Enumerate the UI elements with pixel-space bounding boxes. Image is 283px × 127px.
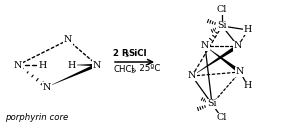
- Text: Cl: Cl: [217, 5, 227, 14]
- Text: H: H: [39, 60, 47, 69]
- Text: CHCl: CHCl: [113, 65, 134, 74]
- Text: H: H: [244, 82, 252, 91]
- Text: N: N: [64, 36, 72, 44]
- Text: N: N: [43, 83, 51, 91]
- Polygon shape: [72, 64, 97, 66]
- Text: Si: Si: [207, 99, 217, 108]
- Text: 3: 3: [125, 52, 129, 58]
- Text: SiCl: SiCl: [128, 49, 147, 58]
- Text: H: H: [244, 26, 252, 35]
- Text: Si: Si: [217, 21, 227, 30]
- Text: N: N: [93, 60, 101, 69]
- Text: N: N: [234, 42, 242, 51]
- Text: porphyrin core: porphyrin core: [5, 113, 68, 122]
- Text: , 25ºC: , 25ºC: [134, 65, 160, 74]
- Text: Cl: Cl: [217, 114, 227, 123]
- Text: N: N: [236, 67, 244, 76]
- Polygon shape: [47, 63, 98, 87]
- Text: 3: 3: [131, 68, 135, 74]
- Polygon shape: [192, 44, 239, 76]
- Text: 2 R: 2 R: [113, 49, 129, 58]
- Text: N: N: [188, 72, 196, 81]
- Text: N: N: [14, 60, 22, 69]
- Text: N: N: [201, 42, 209, 51]
- Text: H: H: [68, 60, 76, 69]
- Polygon shape: [205, 46, 241, 74]
